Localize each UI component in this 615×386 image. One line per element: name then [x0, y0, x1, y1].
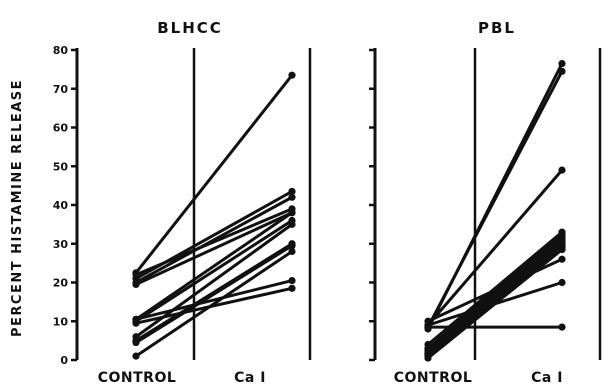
- x-category-control: CONTROL: [98, 370, 177, 386]
- series-line: [134, 250, 294, 358]
- ca-i-point: [558, 245, 566, 254]
- series-line: [426, 257, 564, 323]
- series-line: [134, 279, 294, 321]
- panel-blhcc: BLHCC 0 10 20 30 40 50 60 70 80 CONTROL Ca I: [53, 19, 312, 386]
- y-tick-label: 20: [53, 277, 69, 290]
- series-line: [134, 211, 294, 286]
- series-line: [134, 242, 294, 343]
- y-axis-label: PERCENT HISTAMINE RELEASE: [10, 79, 25, 337]
- ca-i-point: [558, 67, 566, 75]
- control-point: [132, 280, 140, 289]
- panel-pbl: PBL CONTROL Ca I: [369, 19, 602, 386]
- series-line: [134, 73, 294, 275]
- ca-i-point: [558, 166, 566, 174]
- control-point: [132, 352, 140, 360]
- ca-i-point: [558, 255, 566, 263]
- series-line: [134, 195, 294, 284]
- y-tick-label: 30: [53, 238, 69, 251]
- y-tick-label: 40: [53, 199, 69, 212]
- ca-i-point: [558, 59, 566, 68]
- y-tick-label: 0: [60, 354, 68, 367]
- x-category-ca-i: Ca I: [531, 370, 563, 386]
- series-line: [134, 286, 294, 325]
- series-line: [134, 207, 294, 277]
- control-point: [132, 338, 140, 347]
- x-category-control: CONTROL: [394, 370, 473, 386]
- ca-i-point: [288, 71, 296, 79]
- control-point: [132, 319, 140, 327]
- ca-i-point: [288, 187, 296, 196]
- panel-title-pbl: PBL: [478, 19, 516, 37]
- series-line: [426, 246, 564, 356]
- ca-i-point: [558, 323, 566, 331]
- control-point: [424, 354, 432, 362]
- y-tick-label: 10: [53, 315, 69, 328]
- y-tick-label: 70: [53, 83, 69, 96]
- ca-i-point: [288, 284, 296, 292]
- series-line: [426, 281, 564, 327]
- ca-i-point: [288, 193, 296, 201]
- ca-i-point: [288, 276, 296, 285]
- series-line: [426, 168, 564, 327]
- series-line: [134, 211, 294, 321]
- series-line: [426, 244, 564, 354]
- ca-i-point: [288, 247, 296, 256]
- control-point: [132, 271, 140, 279]
- series-line: [134, 219, 294, 323]
- series-line: [134, 244, 294, 345]
- ca-i-point: [288, 209, 296, 217]
- panel-title-blhcc: BLHCC: [157, 19, 223, 37]
- y-tick-label: 50: [53, 160, 69, 173]
- y-tick-label: 60: [53, 122, 69, 135]
- ca-i-point: [288, 220, 296, 228]
- control-point: [424, 323, 432, 331]
- ca-i-point: [558, 278, 566, 287]
- series-line: [426, 69, 564, 329]
- y-tick-label: 80: [53, 44, 69, 57]
- ca-i-point: [288, 242, 296, 250]
- x-category-ca-i: Ca I: [234, 370, 266, 386]
- series-line: [426, 240, 564, 350]
